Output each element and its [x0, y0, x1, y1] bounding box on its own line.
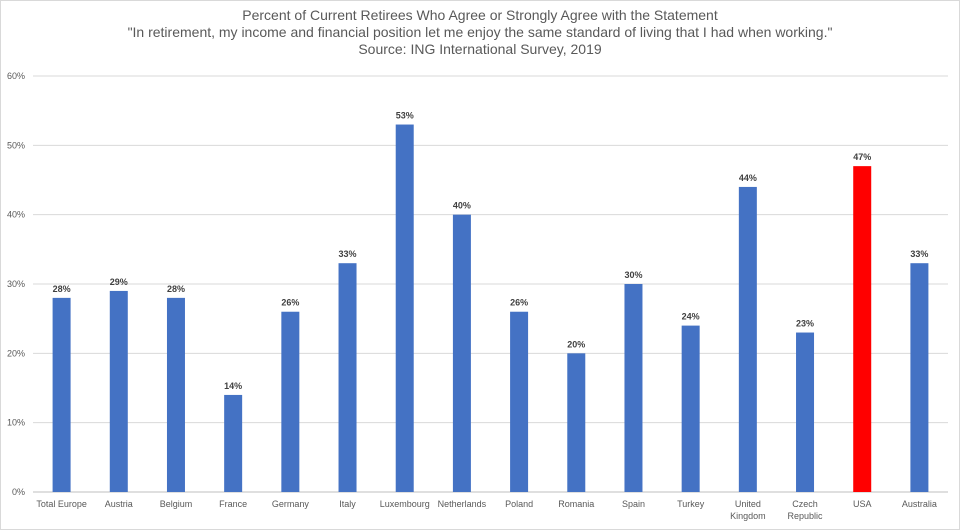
- data-label: 26%: [510, 298, 528, 308]
- data-label: 40%: [453, 201, 471, 211]
- bar: [109, 290, 128, 492]
- data-label: 28%: [167, 284, 185, 294]
- x-tick-label: Italy: [339, 499, 356, 509]
- bar: [796, 332, 815, 492]
- chart-title-block: Percent of Current Retirees Who Agree or…: [0, 7, 960, 58]
- y-tick-label: 20%: [7, 348, 25, 358]
- y-tick-label: 30%: [7, 279, 25, 289]
- chart-title: Percent of Current Retirees Who Agree or…: [242, 7, 718, 23]
- data-label: 53%: [396, 111, 414, 121]
- bar: [224, 394, 243, 492]
- bar: [281, 311, 300, 492]
- data-label: 33%: [910, 249, 928, 259]
- bar: [395, 124, 414, 493]
- x-tick-label: Total Europe: [36, 499, 87, 509]
- bar: [52, 297, 71, 492]
- data-label: 14%: [224, 381, 242, 391]
- x-tick-label: Belgium: [160, 499, 193, 509]
- x-tick-label: Luxembourg: [380, 499, 430, 509]
- x-tick-label: Czech: [792, 499, 818, 509]
- x-tick-label: Republic: [788, 511, 824, 521]
- data-label: 29%: [110, 277, 128, 287]
- data-label: 44%: [739, 173, 757, 183]
- y-tick-label: 0%: [12, 487, 25, 497]
- x-tick-label: France: [219, 499, 247, 509]
- y-tick-label: 50%: [7, 140, 25, 150]
- bar: [510, 311, 529, 492]
- data-label: 20%: [567, 339, 585, 349]
- x-tick-label: USA: [853, 499, 872, 509]
- x-tick-label: Spain: [622, 499, 645, 509]
- bar: [910, 263, 929, 492]
- bar: [738, 186, 757, 492]
- bar: [853, 166, 872, 492]
- y-tick-label: 40%: [7, 210, 25, 220]
- x-tick-label: Germany: [272, 499, 310, 509]
- x-tick-label: Austria: [105, 499, 133, 509]
- bar: [624, 284, 643, 492]
- x-tick-label: Turkey: [677, 499, 705, 509]
- bar: [681, 325, 700, 492]
- x-tick-label: Poland: [505, 499, 533, 509]
- x-tick-label: United: [735, 499, 761, 509]
- bar: [338, 263, 357, 492]
- x-tick-label: Australia: [902, 499, 937, 509]
- bar: [166, 297, 185, 492]
- chart-source: Source: ING International Survey, 2019: [358, 41, 602, 57]
- data-label: 23%: [796, 319, 814, 329]
- y-tick-label: 10%: [7, 418, 25, 428]
- y-tick-label: 60%: [7, 71, 25, 81]
- data-label: 28%: [53, 284, 71, 294]
- bar: [567, 353, 586, 492]
- x-tick-label: Netherlands: [438, 499, 487, 509]
- x-tick-label: Kingdom: [730, 511, 766, 521]
- x-tick-label: Romania: [558, 499, 594, 509]
- data-label: 33%: [339, 249, 357, 259]
- chart-subtitle-quote: "In retirement, my income and financial …: [127, 24, 833, 40]
- data-label: 24%: [682, 312, 700, 322]
- data-label: 47%: [853, 152, 871, 162]
- bar: [452, 214, 471, 492]
- data-label: 30%: [624, 270, 642, 280]
- data-label: 26%: [281, 298, 299, 308]
